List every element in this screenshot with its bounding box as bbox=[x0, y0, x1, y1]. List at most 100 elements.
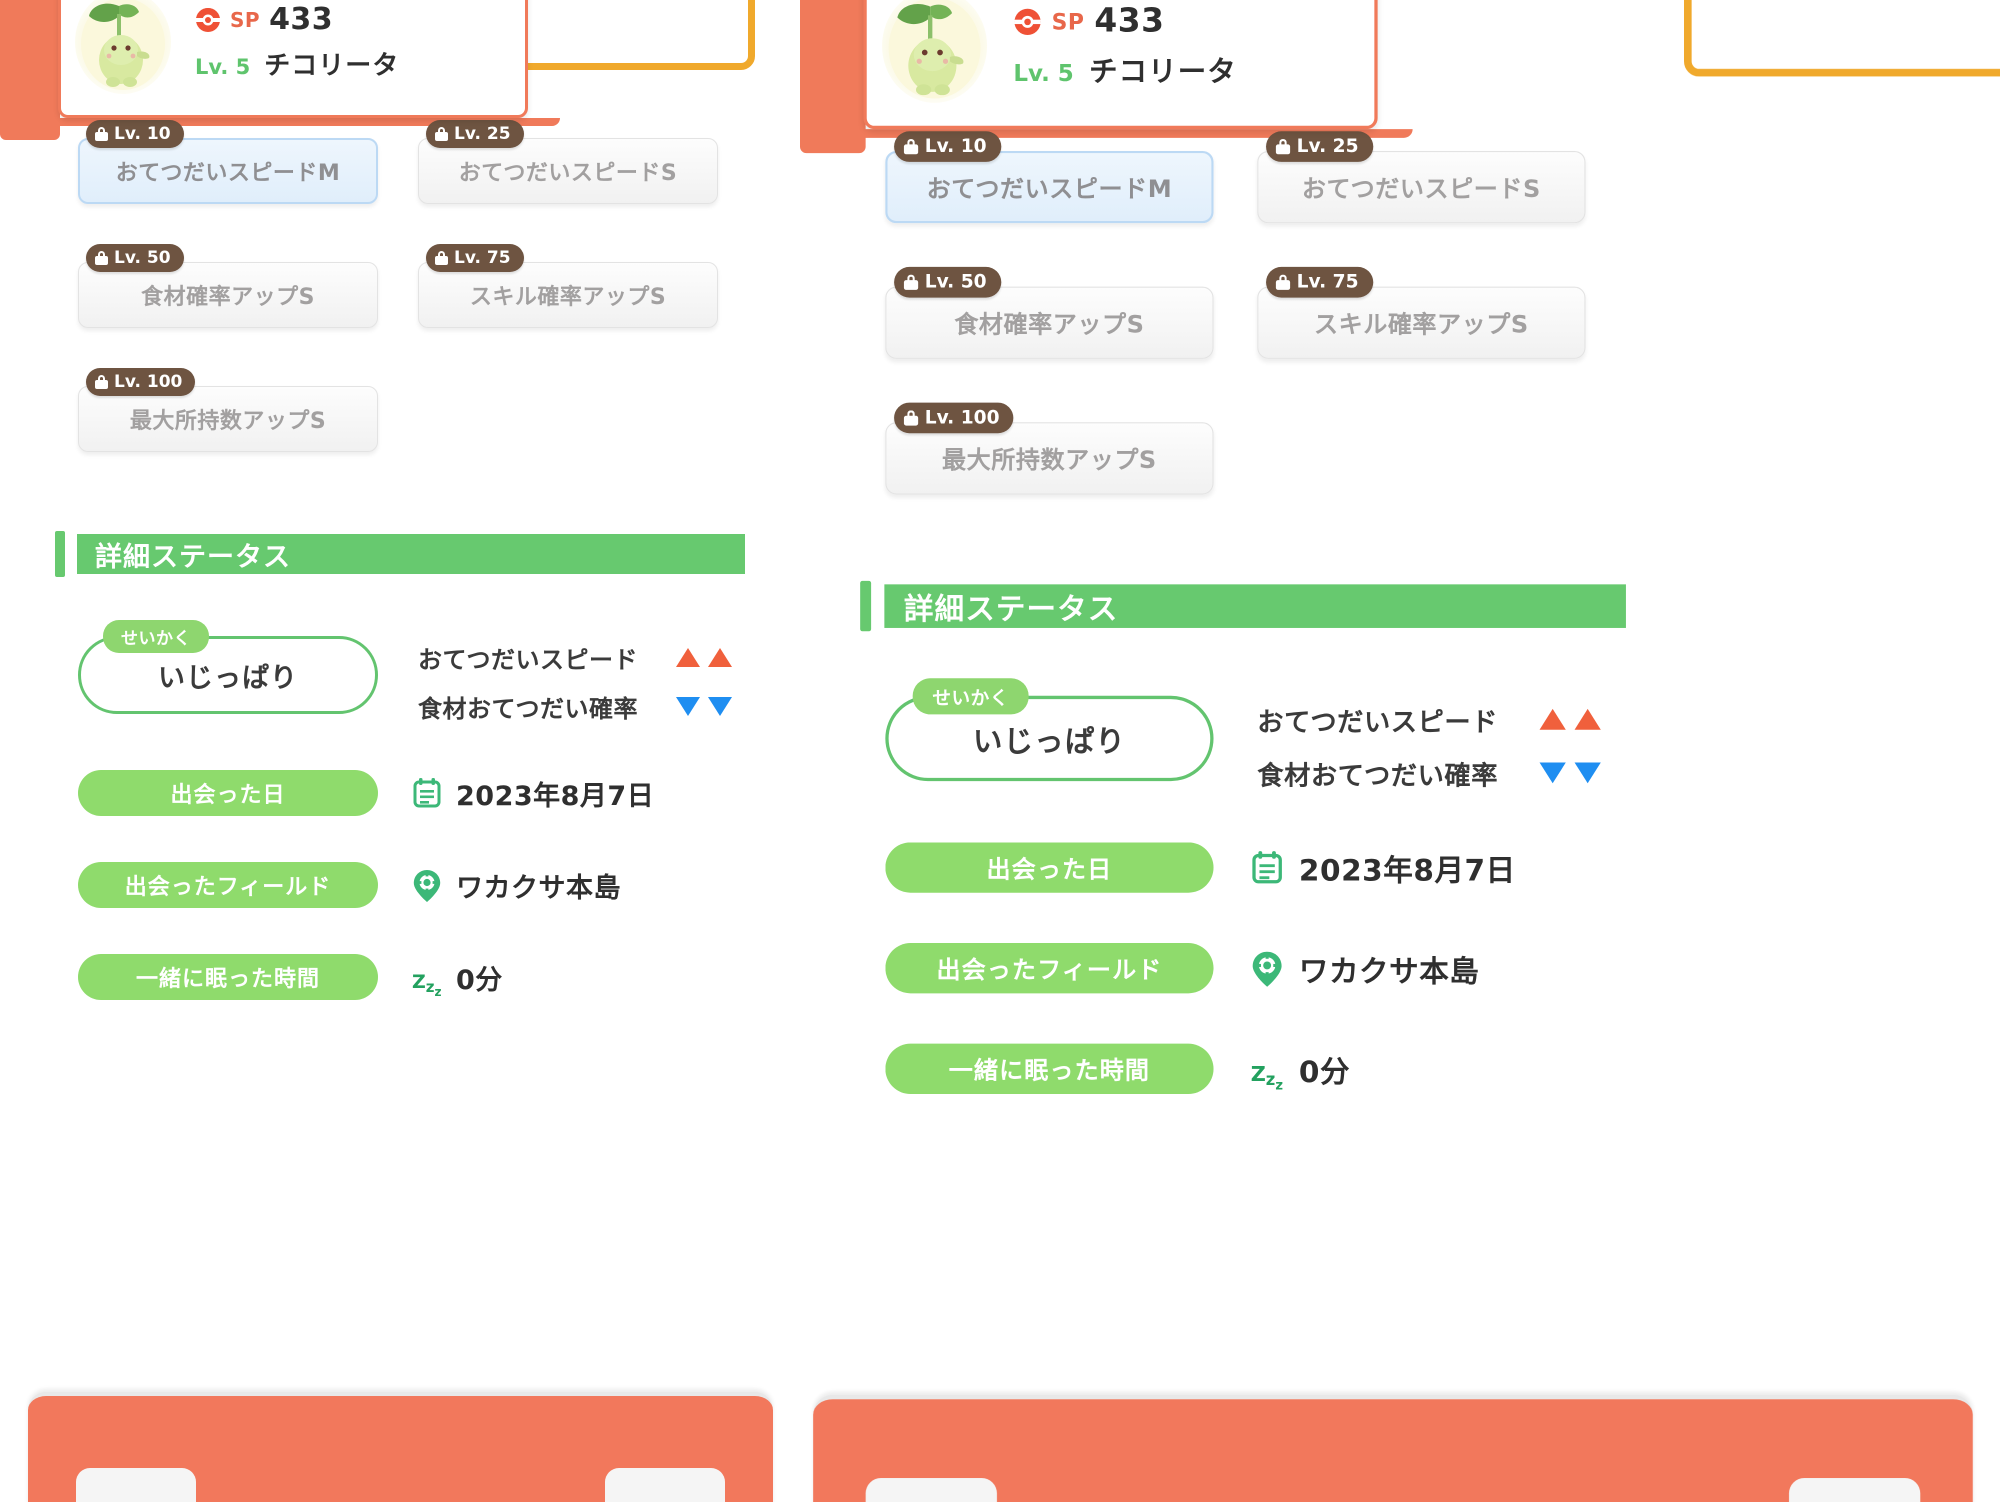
lock-icon bbox=[95, 127, 108, 141]
bottom-notch-right bbox=[1788, 1477, 1921, 1502]
page-card-edge bbox=[0, 118, 560, 126]
skill-label: 最大所持数アップS bbox=[129, 409, 327, 434]
arrow-down-icon bbox=[708, 697, 732, 716]
skill-slot[interactable]: Lv. 25 おてつだいスピードS bbox=[418, 118, 718, 204]
info-value: 2023年8月7日 bbox=[1298, 853, 1516, 888]
band-tick bbox=[860, 580, 872, 632]
skill-box[interactable]: 最大所持数アップS bbox=[885, 422, 1214, 495]
lock-icon bbox=[435, 127, 448, 141]
bottom-notch-left bbox=[865, 1477, 997, 1502]
arrow-up-icon-group bbox=[676, 648, 732, 667]
lock-icon bbox=[903, 138, 919, 155]
skill-slot[interactable]: Lv. 100 最大所持数アップS bbox=[78, 366, 378, 452]
info-pill: 出会ったフィールド bbox=[78, 862, 378, 908]
info-row-met-field: 出会ったフィールド bbox=[885, 943, 1479, 994]
skill-box[interactable]: 食材確率アップS bbox=[78, 262, 378, 328]
nature-stat-label: おてつだいスピード bbox=[1257, 706, 1499, 738]
sp-label: SP bbox=[1051, 8, 1085, 35]
arrow-down-icon-group bbox=[676, 697, 732, 716]
skill-label: おてつだいスピードS bbox=[458, 161, 678, 186]
monster-summary-card[interactable]: SP 433 Lv. 5 チコリータ bbox=[58, 0, 528, 118]
skill-slot[interactable]: Lv. 50 食材確率アップS bbox=[885, 265, 1214, 359]
info-row-met-date: 出会った日 2023年8月7日 bbox=[78, 770, 654, 816]
nature-stats: おてつだいスピード 食材おてつだい確率 bbox=[1257, 696, 1601, 792]
sp-label: SP bbox=[230, 7, 261, 32]
info-value: 0分 bbox=[1298, 1055, 1351, 1090]
sp-line: SP 433 bbox=[195, 2, 399, 37]
arrow-down-icon bbox=[676, 697, 700, 716]
skill-label: 最大所持数アップS bbox=[942, 447, 1157, 475]
sp-value: 433 bbox=[1094, 2, 1165, 41]
skill-slot[interactable]: Lv. 50 食材確率アップS bbox=[78, 242, 378, 328]
arrow-up-icon-group bbox=[1539, 708, 1601, 730]
lock-icon bbox=[1275, 274, 1291, 290]
skill-slot[interactable]: Lv. 75 スキル確率アップS bbox=[418, 242, 718, 328]
skill-level-text: Lv. 10 bbox=[924, 135, 987, 158]
info-label: 出会ったフィールド bbox=[124, 875, 332, 900]
bottom-action-bar[interactable] bbox=[813, 1394, 1973, 1502]
arrow-up-icon bbox=[676, 648, 700, 667]
lock-icon bbox=[903, 274, 919, 290]
lock-icon bbox=[1275, 138, 1291, 155]
nature-stat-down: 食材おてつだい確率 bbox=[418, 689, 732, 724]
nature-value: いじっぱり bbox=[972, 724, 1127, 759]
skill-grid: Lv. 10 おてつだいスピードM Lv. 25 おてつだいスピードS bbox=[78, 118, 738, 452]
section-title: 詳細ステータス bbox=[95, 541, 291, 573]
monster-info: SP 433 Lv. 5 チコリータ bbox=[1002, 2, 1236, 90]
nature-row: せいかく いじっぱり おてつだいスピード 食材おてつだい確率 bbox=[78, 620, 732, 724]
skill-box[interactable]: 最大所持数アップS bbox=[78, 386, 378, 452]
panel-right: SP 433 Lv. 5 チコリータ bbox=[800, 0, 2000, 1502]
info-value: 0分 bbox=[456, 964, 503, 996]
sp-value: 433 bbox=[269, 2, 334, 37]
skill-box[interactable]: おてつだいスピードS bbox=[1257, 150, 1586, 224]
nature-pill[interactable]: せいかく いじっぱり bbox=[885, 678, 1214, 782]
skill-slot[interactable]: Lv. 75 スキル確率アップS bbox=[1257, 265, 1586, 359]
skill-slot[interactable]: Lv. 100 最大所持数アップS bbox=[885, 400, 1214, 495]
skill-box[interactable]: おてつだいスピードM bbox=[885, 150, 1214, 224]
chikorita-sprite bbox=[75, 0, 171, 94]
nature-stat-down: 食材おてつだい確率 bbox=[1257, 754, 1601, 792]
nature-row: せいかく いじっぱり おてつだいスピード 食材おてつだい確率 bbox=[885, 678, 1601, 792]
skill-level-text: Lv. 25 bbox=[1296, 135, 1359, 158]
nature-pill[interactable]: せいかく いじっぱり bbox=[78, 620, 378, 714]
skill-box[interactable]: スキル確率アップS bbox=[1257, 286, 1586, 359]
level-name-line: Lv. 5 チコリータ bbox=[1013, 49, 1236, 89]
band-body: 詳細ステータス bbox=[77, 534, 745, 574]
detail-status-section-header: 詳細ステータス bbox=[55, 531, 745, 577]
skill-level-badge: Lv. 50 bbox=[894, 266, 1001, 298]
monster-name: チコリータ bbox=[1089, 55, 1237, 89]
section-title: 詳細ステータス bbox=[903, 592, 1119, 627]
nature-tag: せいかく bbox=[912, 678, 1029, 715]
monster-summary-card[interactable]: SP 433 Lv. 5 チコリータ bbox=[863, 0, 1378, 130]
monster-info: SP 433 Lv. 5 チコリータ bbox=[185, 2, 399, 82]
monster-level: Lv. 5 bbox=[1013, 60, 1074, 87]
skill-label: おてつだいスピードM bbox=[926, 176, 1173, 204]
skill-level-text: Lv. 75 bbox=[454, 248, 511, 268]
nature-stat-up: おてつだいスピード bbox=[418, 640, 732, 675]
top-region-right: SP 433 Lv. 5 チコリータ bbox=[800, 0, 2000, 700]
skill-level-text: Lv. 50 bbox=[924, 271, 987, 294]
skill-slot[interactable]: Lv. 10 おてつだいスピードM bbox=[885, 129, 1214, 224]
info-row-met-field: 出会ったフィールド ワカクサ本島 bbox=[78, 862, 621, 908]
arrow-up-icon bbox=[1574, 708, 1601, 730]
skill-label: 食材確率アップS bbox=[954, 311, 1145, 340]
side-rail bbox=[800, 0, 866, 154]
band-tick bbox=[55, 531, 65, 577]
skill-box[interactable]: スキル確率アップS bbox=[418, 262, 718, 328]
bottom-notch-right bbox=[605, 1468, 725, 1502]
skill-box[interactable]: おてつだいスピードS bbox=[418, 138, 718, 204]
skill-box[interactable]: 食材確率アップS bbox=[885, 286, 1214, 359]
skill-slot[interactable]: Lv. 25 おてつだいスピードS bbox=[1257, 129, 1586, 224]
level-name-line: Lv. 5 チコリータ bbox=[195, 45, 399, 82]
skill-level-text: Lv. 10 bbox=[114, 124, 171, 144]
info-label: 一緒に眠った時間 bbox=[948, 1057, 1151, 1086]
panel-left: SP 433 Lv. 5 チコリータ Lv. 10 bbox=[0, 0, 785, 1502]
skill-level-badge: Lv. 100 bbox=[86, 368, 196, 396]
skill-box[interactable]: おてつだいスピードM bbox=[78, 138, 378, 204]
skill-label: スキル確率アップS bbox=[1313, 311, 1529, 340]
pokeball-icon bbox=[1013, 7, 1041, 35]
bottom-action-bar[interactable] bbox=[28, 1392, 773, 1502]
skill-slot[interactable]: Lv. 10 おてつだいスピードM bbox=[78, 118, 378, 204]
